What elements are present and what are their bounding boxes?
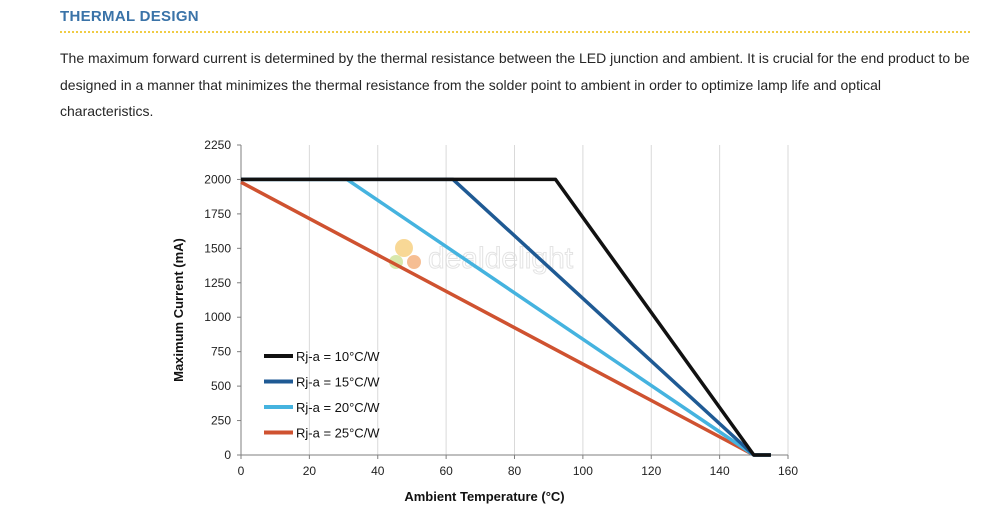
x-tick-label: 40: [371, 464, 385, 478]
section-heading: THERMAL DESIGN: [60, 8, 199, 25]
x-tick-label: 0: [238, 464, 245, 478]
y-tick-label: 500: [211, 379, 231, 393]
heading-divider: [60, 31, 970, 33]
y-tick-label: 1000: [204, 310, 231, 324]
watermark-logo-petal: [395, 239, 413, 257]
x-tick-label: 60: [439, 464, 453, 478]
y-tick-label: 750: [211, 345, 231, 359]
y-tick-label: 2250: [204, 138, 231, 152]
legend-label: Rj-a = 10°C/W: [296, 349, 380, 364]
legend-label: Rj-a = 20°C/W: [296, 400, 380, 415]
x-tick-label: 20: [303, 464, 317, 478]
series-line: [241, 177, 771, 457]
y-tick-label: 1500: [204, 241, 231, 255]
watermark-logo-petal: [407, 255, 421, 269]
description-paragraph: The maximum forward current is determine…: [60, 50, 970, 119]
x-tick-label: 140: [710, 464, 730, 478]
y-tick-label: 2000: [204, 172, 231, 186]
x-tick-label: 120: [641, 464, 661, 478]
x-tick-label: 100: [573, 464, 593, 478]
y-tick-label: 1750: [204, 207, 231, 221]
legend-label: Rj-a = 25°C/W: [296, 426, 380, 441]
x-tick-label: 160: [778, 464, 798, 478]
y-tick-label: 1250: [204, 276, 231, 290]
x-axis-title: Ambient Temperature (°C): [404, 489, 564, 504]
legend: Rj-a = 10°C/W Rj-a = 15°C/W Rj-a = 20°C/W R…: [264, 349, 380, 441]
y-axis-title: Maximum Current (mA): [171, 238, 186, 382]
y-tick-label: 0: [224, 448, 231, 462]
x-tick-label: 80: [508, 464, 522, 478]
y-tick-label: 250: [211, 414, 231, 428]
legend-label: Rj-a = 15°C/W: [296, 375, 380, 390]
